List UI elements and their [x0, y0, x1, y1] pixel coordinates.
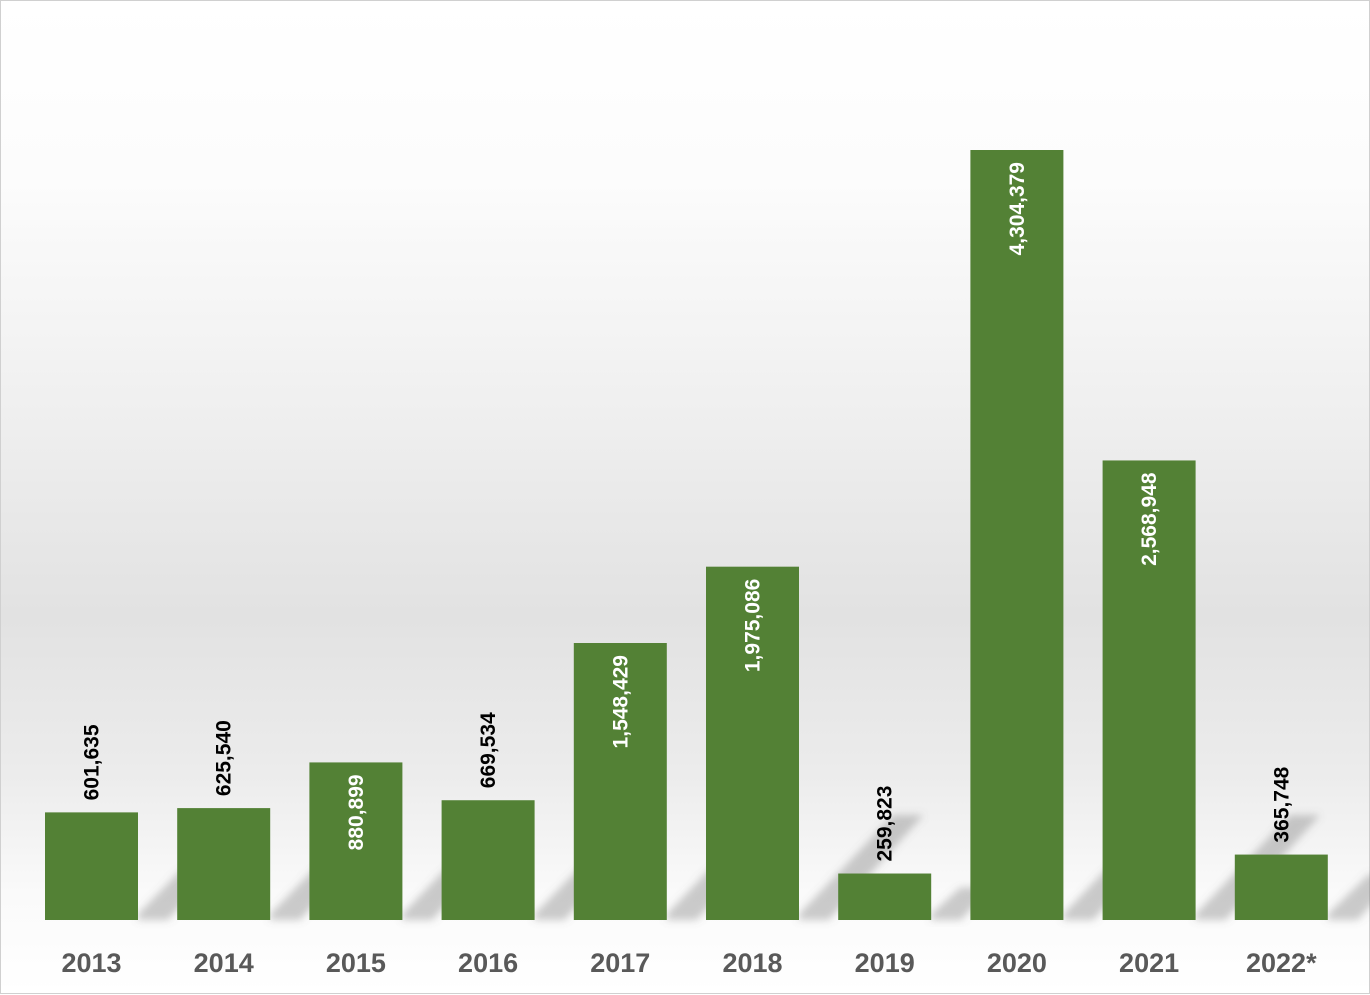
- x-tick-label-2014: 2014: [194, 948, 254, 978]
- x-axis-tick-labels: 2013 2014 2015 2016 2017 2018 2019 2020 2021 2022…: [61, 948, 1317, 978]
- bar-2016: [441, 800, 535, 920]
- bar-2022: [1234, 854, 1328, 920]
- x-tick-label-2022: 2022*: [1246, 948, 1317, 978]
- x-tick-label-2013: 2013: [61, 948, 121, 978]
- x-tick-label-2020: 2020: [987, 948, 1047, 978]
- x-tick-label-2015: 2015: [326, 948, 386, 978]
- value-label-2018: 1,975,086: [742, 579, 765, 672]
- bar-shadow-2018: [799, 815, 924, 920]
- bars-group: [45, 150, 1328, 920]
- bar-2021: [1102, 460, 1196, 920]
- x-tick-label-2018: 2018: [722, 948, 782, 978]
- x-tick-label-2016: 2016: [458, 948, 518, 978]
- bar-2020: [970, 150, 1064, 920]
- value-label-2016: 669,534: [477, 712, 500, 788]
- bar-2017: [573, 643, 667, 920]
- bar-2013: [45, 812, 138, 920]
- value-label-2017: 1,548,429: [609, 655, 632, 748]
- value-labels-group: 601,635 625,540 880,899 669,534 1,548,429 1,9…: [81, 162, 1294, 862]
- bar-2015: [309, 762, 403, 920]
- bar-2014: [177, 808, 271, 920]
- bar-shadow-2022: [1327, 874, 1370, 920]
- value-label-2014: 625,540: [213, 720, 236, 796]
- bar-2018: [706, 566, 799, 920]
- value-label-2020: 4,304,379: [1006, 162, 1029, 255]
- value-label-2021: 2,568,948: [1138, 472, 1161, 566]
- x-tick-label-2019: 2019: [855, 948, 915, 978]
- x-tick-label-2021: 2021: [1119, 948, 1179, 978]
- value-label-2022: 365,748: [1270, 766, 1293, 842]
- value-label-2015: 880,899: [345, 774, 368, 850]
- x-tick-label-2017: 2017: [590, 948, 650, 978]
- value-label-2019: 259,823: [874, 786, 897, 862]
- bar-2019: [838, 873, 932, 920]
- value-label-2013: 601,635: [81, 724, 104, 800]
